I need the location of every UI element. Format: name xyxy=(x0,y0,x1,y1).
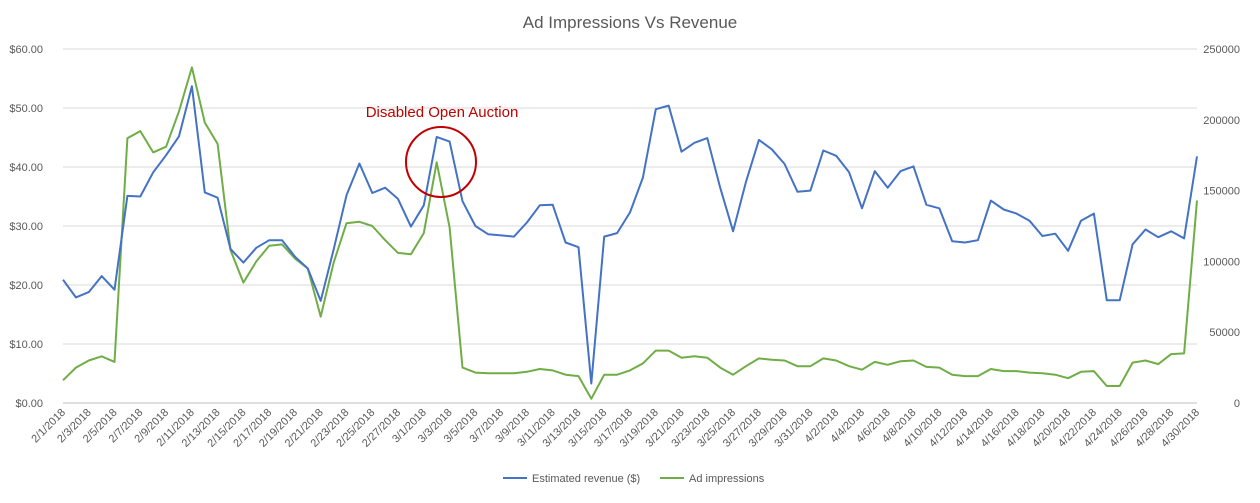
annotation-group: Disabled Open Auction xyxy=(366,104,519,198)
chart-title: Ad Impressions Vs Revenue xyxy=(523,13,738,32)
series-line-impressions xyxy=(62,66,1198,400)
left-axis-tick-label: $10.00 xyxy=(9,339,43,351)
annotation-label: Disabled Open Auction xyxy=(366,104,519,121)
left-y-axis: $0.00 $10.00 $20.00 $30.00 $40.00 $50.00 $60.0… xyxy=(9,44,43,410)
right-axis-tick-label: 200000 xyxy=(1203,115,1240,127)
legend-item-impressions: Ad impressions xyxy=(660,473,765,485)
right-axis-tick-label: 100000 xyxy=(1203,256,1240,268)
left-axis-tick-label: $20.00 xyxy=(9,280,43,292)
left-axis-tick-label: $50.00 xyxy=(9,103,43,115)
right-y-axis: 0 50000 100000 150000 200000 250000 xyxy=(1203,44,1240,410)
right-axis-tick-label: 50000 xyxy=(1209,327,1240,339)
left-axis-tick-label: $60.00 xyxy=(9,44,43,56)
left-axis-tick-label: $0.00 xyxy=(15,398,43,410)
annotation-circle xyxy=(405,126,477,198)
series-line-revenue xyxy=(62,85,1198,385)
right-axis-tick-label: 0 xyxy=(1234,398,1240,410)
series-lines xyxy=(62,66,1198,400)
legend-item-revenue: Estimated revenue ($) xyxy=(503,473,640,485)
gridlines xyxy=(63,48,1197,404)
left-axis-tick-label: $40.00 xyxy=(9,162,43,174)
legend-label-revenue: Estimated revenue ($) xyxy=(532,473,640,485)
legend-label-impressions: Ad impressions xyxy=(689,473,765,485)
right-axis-tick-label: 150000 xyxy=(1203,186,1240,198)
left-axis-tick-label: $30.00 xyxy=(9,221,43,233)
legend: Estimated revenue ($) Ad impressions xyxy=(503,473,765,485)
right-axis-tick-label: 250000 xyxy=(1203,44,1240,56)
